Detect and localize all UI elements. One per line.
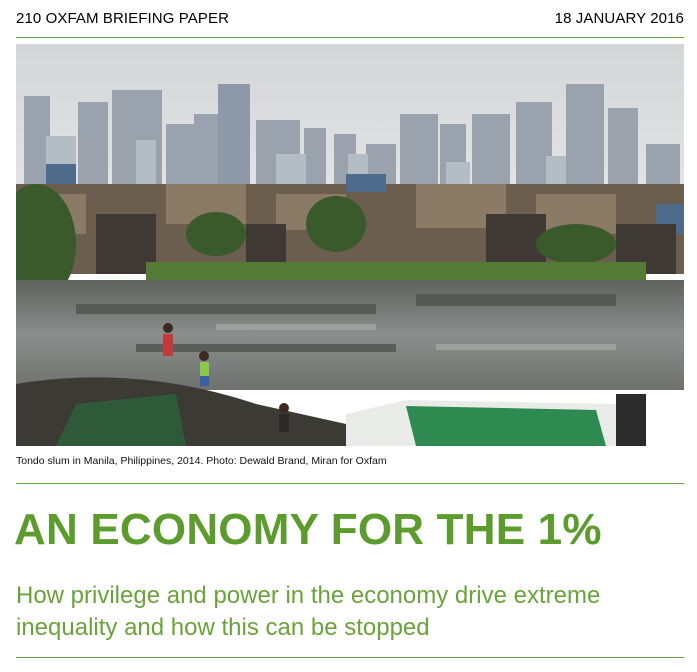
header-rule — [16, 37, 684, 38]
page-subtitle: How privilege and power in the economy d… — [16, 582, 601, 641]
series-label: 210 OXFAM BRIEFING PAPER — [16, 10, 230, 27]
header: 210 OXFAM BRIEFING PAPER 18 JANUARY 2016 — [16, 0, 684, 37]
photo-caption: Tondo slum in Manila, Philippines, 2014.… — [16, 455, 387, 467]
page-title: AN ECONOMY FOR THE 1% — [14, 505, 602, 554]
footer-rule — [16, 657, 684, 658]
section-rule — [16, 483, 684, 484]
publication-date: 18 JANUARY 2016 — [554, 10, 684, 27]
cover-photo — [16, 44, 684, 446]
